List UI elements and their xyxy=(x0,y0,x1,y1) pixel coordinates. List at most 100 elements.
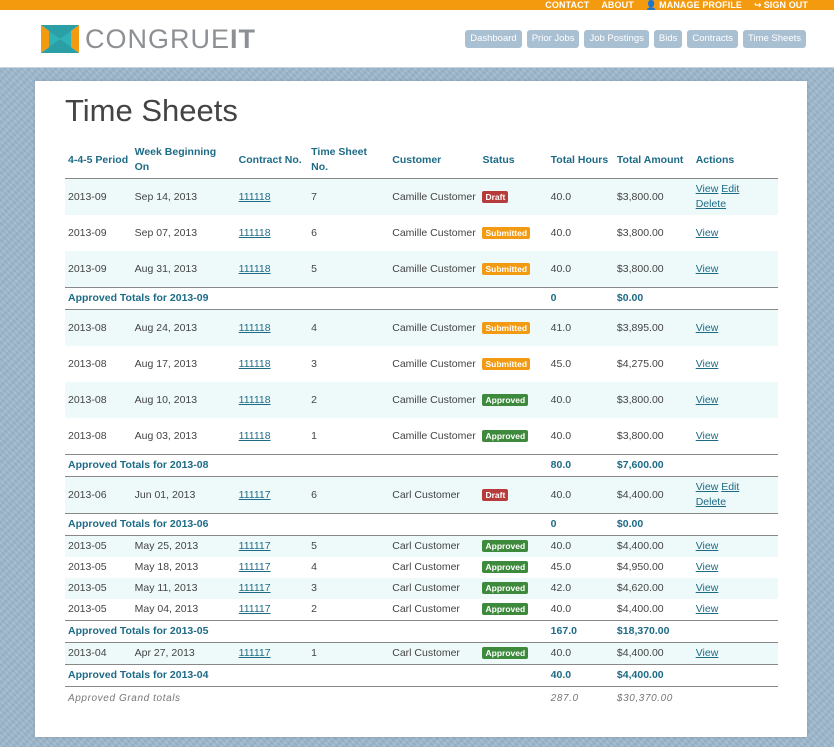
view-link[interactable]: View xyxy=(695,561,719,573)
status-cell: Submitted xyxy=(479,309,548,346)
period-cell: 2013-05 xyxy=(68,561,107,573)
sheet-number-cell: 3 xyxy=(308,578,390,599)
table-row: 2013-05 May 04, 2013 111117 2 Carl Customer A… xyxy=(65,599,778,621)
nav-dashboard[interactable]: Dashboard xyxy=(465,30,522,48)
status-cell: Draft xyxy=(479,178,548,215)
exit-icon: ↪ xyxy=(754,0,762,10)
contract-link[interactable]: 111117 xyxy=(238,603,271,615)
amount-cell: $4,275.00 xyxy=(616,357,664,370)
view-link[interactable]: View xyxy=(695,321,719,334)
table-row: 2013-09 Sep 14, 2013 111118 7 Camille Custom… xyxy=(65,178,778,215)
column-header: Actions xyxy=(692,142,778,179)
period-cell: 2013-09 xyxy=(68,226,107,239)
contract-link[interactable]: 111118 xyxy=(238,321,271,334)
utility-link-manage-profile[interactable]: 👤 MANAGE PROFILE xyxy=(646,0,742,10)
sheet-number-cell: 7 xyxy=(308,178,390,215)
contract-link[interactable]: 111118 xyxy=(238,262,271,275)
customer-cell: Carl Customer xyxy=(392,603,460,615)
hours-cell: 45.0 xyxy=(550,561,572,573)
contract-cell: 111117 xyxy=(236,599,309,621)
utility-link-about[interactable]: ABOUT xyxy=(601,0,634,10)
period-cell: 2013-05 xyxy=(68,603,107,615)
week-cell: May 25, 2013 xyxy=(131,535,236,557)
empty-cell xyxy=(692,664,778,687)
period-total-amount: $4,400.00 xyxy=(613,664,693,687)
status-cell: Approved xyxy=(479,382,548,418)
hours-cell: 41.0 xyxy=(547,309,614,346)
customer-cell: Carl Customer xyxy=(392,561,460,573)
view-link[interactable]: View xyxy=(695,357,719,370)
nav-contracts[interactable]: Contracts xyxy=(687,30,739,48)
edit-link[interactable]: Edit xyxy=(721,481,740,493)
status-badge: Approved xyxy=(482,540,529,552)
view-link[interactable]: View xyxy=(695,647,719,659)
view-link[interactable]: View xyxy=(695,262,719,275)
nav-bids[interactable]: Bids xyxy=(653,30,683,48)
nav-job-postings[interactable]: Job Postings xyxy=(584,30,649,48)
view-link[interactable]: View xyxy=(695,393,719,406)
status-cell: Approved xyxy=(479,599,547,621)
contract-link[interactable]: 111117 xyxy=(238,488,271,501)
period-cell: 2013-04 xyxy=(65,642,132,665)
table-row: 2013-05 May 25, 2013 111117 5 Carl Customer A… xyxy=(65,535,778,557)
contract-link[interactable]: 111117 xyxy=(238,540,271,552)
status-badge: Approved xyxy=(482,603,529,615)
customer-cell: Carl Customer xyxy=(389,476,480,514)
table-row: 2013-09 Aug 31, 2013 111118 5 Camille Custom… xyxy=(65,251,778,288)
amount-cell: $4,620.00 xyxy=(613,578,693,599)
amount-cell: $4,400.00 xyxy=(616,603,664,615)
period-cell: 2013-06 xyxy=(65,476,132,514)
contract-link[interactable]: 111118 xyxy=(238,190,271,203)
week-cell: Sep 14, 2013 xyxy=(131,178,236,215)
period-cell: 2013-08 xyxy=(68,429,107,442)
customer-cell: Camille Customer xyxy=(389,309,480,346)
congrueit-logo-icon xyxy=(41,25,79,53)
contract-link[interactable]: 111117 xyxy=(238,561,271,573)
week-cell: May 18, 2013 xyxy=(134,561,199,573)
view-link[interactable]: View xyxy=(695,226,719,239)
status-badge: Submitted xyxy=(482,321,531,334)
column-header: Total Hours xyxy=(547,142,614,179)
week-cell: Sep 07, 2013 xyxy=(134,226,198,239)
nav-time-sheets[interactable]: Time Sheets xyxy=(743,30,806,48)
column-header: Week Beginning On xyxy=(131,142,236,179)
view-link[interactable]: View xyxy=(695,540,719,552)
utility-links: CONTACT ABOUT 👤 MANAGE PROFILE ↪ SIGN OUT xyxy=(545,0,808,10)
view-link[interactable]: View xyxy=(695,481,719,493)
period-cell: 2013-09 xyxy=(65,251,132,288)
period-total-hours: 0 xyxy=(547,513,614,536)
view-link[interactable]: View xyxy=(695,582,719,594)
edit-link[interactable]: Edit xyxy=(721,183,740,195)
amount-cell: $4,400.00 xyxy=(613,642,693,665)
sheet-number-cell: 2 xyxy=(311,603,318,615)
utility-link-label: SIGN OUT xyxy=(763,0,808,10)
week-cell: May 11, 2013 xyxy=(131,578,236,599)
grand-total-row: Approved Grand totals 287.0 $30,370.00 xyxy=(65,687,778,710)
contract-link[interactable]: 111117 xyxy=(238,647,271,659)
view-link[interactable]: View xyxy=(695,603,719,615)
period-cell: 2013-05 xyxy=(65,535,132,557)
contract-link[interactable]: 111117 xyxy=(238,582,271,594)
logo[interactable]: CONGRUEIT xyxy=(41,25,256,53)
contract-link[interactable]: 111118 xyxy=(238,357,271,370)
empty-cell xyxy=(693,687,778,710)
nav-prior-jobs[interactable]: Prior Jobs xyxy=(526,30,580,48)
contract-link[interactable]: 111118 xyxy=(238,429,271,442)
utility-link-label: MANAGE PROFILE xyxy=(659,0,743,10)
hours-cell: 40.0 xyxy=(547,476,614,514)
delete-link[interactable]: Delete xyxy=(695,198,727,210)
contract-link[interactable]: 111118 xyxy=(238,226,271,239)
view-link[interactable]: View xyxy=(695,183,719,195)
customer-cell: Camille Customer xyxy=(389,382,480,418)
utility-link-contact[interactable]: CONTACT xyxy=(545,0,589,10)
utility-link-sign-out[interactable]: ↪ SIGN OUT xyxy=(754,0,808,10)
contract-cell: 111117 xyxy=(235,476,309,514)
status-badge: Submitted xyxy=(482,357,531,370)
contract-link[interactable]: 111118 xyxy=(238,393,271,406)
amount-cell: $3,800.00 xyxy=(613,178,693,215)
delete-link[interactable]: Delete xyxy=(695,496,727,508)
hours-cell: 40.0 xyxy=(547,251,614,288)
view-link[interactable]: View xyxy=(695,429,719,442)
period-total-label: Approved Totals for 2013-04 xyxy=(65,664,548,687)
hours-cell: 40.0 xyxy=(550,603,572,615)
